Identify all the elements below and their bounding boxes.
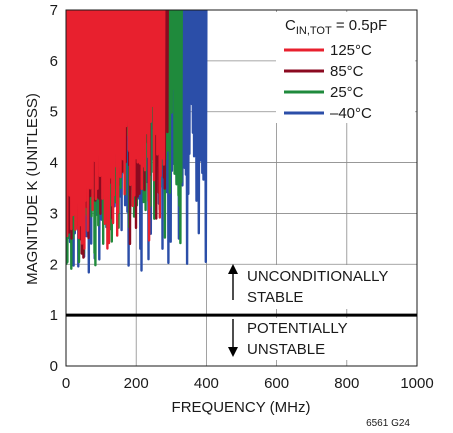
legend-title-value: = 0.5pF	[332, 17, 387, 34]
stability-annotation: UNCONDITIONALLY STABLE POTENTIALLY UNSTA…	[228, 264, 407, 360]
unstable-label: UNSTABLE	[247, 341, 325, 358]
figure-code: 6561 G24	[366, 418, 410, 429]
y-tick-labels: 0 1 2 3 4 5 6 7	[50, 2, 58, 375]
x-tick-label: 600	[264, 375, 289, 392]
y-tick-label: 4	[50, 155, 58, 172]
x-tick-label: 400	[194, 375, 219, 392]
y-tick-label: 2	[50, 256, 58, 273]
stable-label: STABLE	[247, 289, 303, 306]
legend: CIN,TOT = 0.5pF 125°C 85°C 25°C –40°C	[276, 12, 415, 123]
y-tick-label: 3	[50, 205, 58, 222]
down-arrow-icon	[228, 347, 238, 357]
series-0	[66, 10, 166, 250]
y-tick-label: 0	[50, 358, 58, 375]
legend-label: 85°C	[330, 63, 364, 80]
y-axis-label: MAGNITUDE K (UNITLESS)	[24, 93, 41, 285]
x-tick-labels: 0 200 400 600 800 1000	[62, 375, 434, 392]
legend-title: CIN,TOT = 0.5pF	[285, 17, 387, 37]
legend-title-sub: IN,TOT	[296, 25, 332, 37]
unconditionally-label: UNCONDITIONALLY	[247, 268, 388, 285]
y-tick-label: 5	[50, 104, 58, 121]
x-tick-label: 200	[124, 375, 149, 392]
plot-frame	[65, 9, 418, 367]
legend-label: –40°C	[330, 105, 372, 122]
y-tick-label: 1	[50, 307, 58, 324]
series-trace	[66, 10, 166, 250]
x-tick-label: 0	[62, 375, 70, 392]
y-tick-label: 6	[50, 53, 58, 70]
legend-title-main: C	[285, 17, 296, 34]
legend-label: 125°C	[330, 42, 372, 59]
legend-label: 25°C	[330, 84, 364, 101]
potentially-label: POTENTIALLY	[247, 320, 348, 337]
legend-items: 125°C 85°C 25°C –40°C	[284, 42, 372, 122]
y-tick-label: 7	[50, 2, 58, 19]
x-tick-label: 800	[334, 375, 359, 392]
x-tick-label: 1000	[400, 375, 433, 392]
up-arrow-icon	[228, 264, 238, 274]
x-axis-label: FREQUENCY (MHz)	[172, 399, 311, 416]
